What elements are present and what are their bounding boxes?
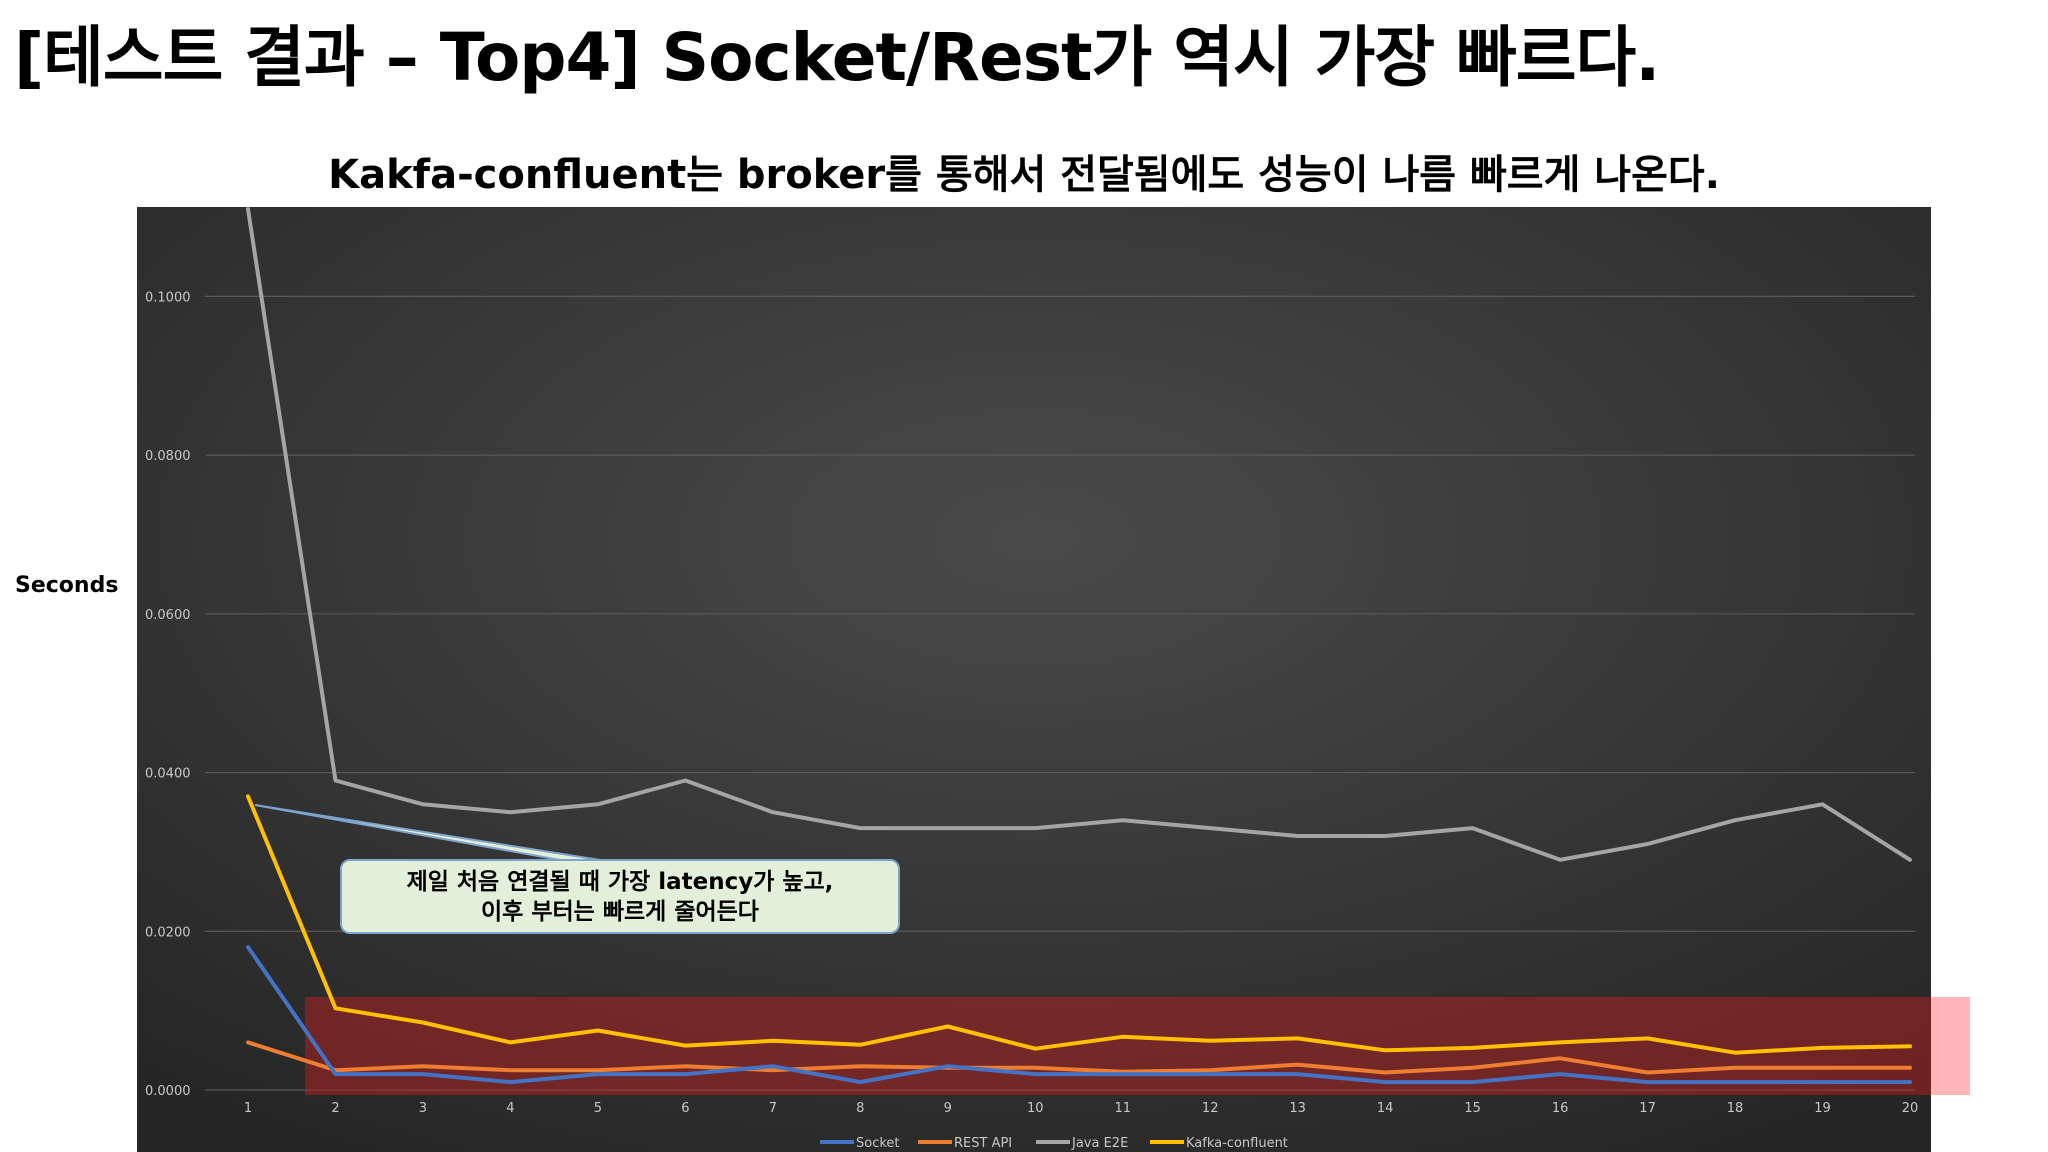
y-axis-label: Seconds [15,573,119,598]
x-tick-label: 12 [1202,1101,1219,1116]
series-line-socket [246,945,1912,1085]
y-tick-label: 0.0600 [145,608,191,623]
callout-line-1: 제일 처음 연결될 때 가장 latency가 높고, [406,869,834,895]
callout-line-2: 이후 부터는 빠르게 줄어든다 [481,899,759,925]
x-tick-label: 2 [331,1101,339,1116]
x-tick-label: 14 [1377,1101,1394,1116]
x-tick-label: 20 [1902,1101,1919,1116]
highlight-band-overflow [1931,997,1970,1095]
series-line-rest-api [246,1040,1912,1075]
x-tick-label: 3 [419,1101,427,1116]
x-tick-label: 5 [594,1101,602,1116]
x-tick-label: 13 [1289,1101,1306,1116]
x-tick-label: 4 [506,1101,514,1116]
slide-subtitle: Kakfa-confluent는 broker를 통해서 전달됨에도 성능이 나… [328,152,1720,198]
x-tick-label: 7 [769,1101,777,1116]
x-tick-label: 6 [681,1101,689,1116]
y-tick-label: 0.0400 [145,767,191,782]
y-tick-label: 0.1000 [145,290,191,305]
y-tick-label: 0.0800 [145,449,191,464]
slide-title: [테스트 결과 – Top4] Socket/Rest가 역시 가장 빠르다. [14,19,1660,96]
legend-label: REST API [954,1136,1012,1151]
x-tick-label: 19 [1814,1101,1831,1116]
chart-background [137,207,1931,1152]
callout-box: 제일 처음 연결될 때 가장 latency가 높고, 이후 부터는 빠르게 줄… [340,859,900,934]
y-tick-label: 0.0000 [145,1084,191,1099]
legend-label: Java E2E [1071,1136,1128,1151]
y-tick-label: 0.0200 [145,925,191,940]
x-tick-label: 11 [1114,1101,1131,1116]
x-tick-label: 17 [1639,1101,1656,1116]
series-line-kafka-confluent [246,794,1912,1055]
series-line-java-e2e [246,207,1912,862]
x-tick-label: 16 [1552,1101,1569,1116]
legend-label: Socket [856,1136,900,1151]
x-tick-label: 1 [244,1101,252,1116]
legend-label: Kafka-confluent [1186,1136,1288,1151]
x-tick-label: 10 [1027,1101,1044,1116]
x-tick-label: 8 [856,1101,864,1116]
x-tick-label: 18 [1727,1101,1744,1116]
x-tick-label: 15 [1464,1101,1481,1116]
x-tick-label: 9 [944,1101,952,1116]
